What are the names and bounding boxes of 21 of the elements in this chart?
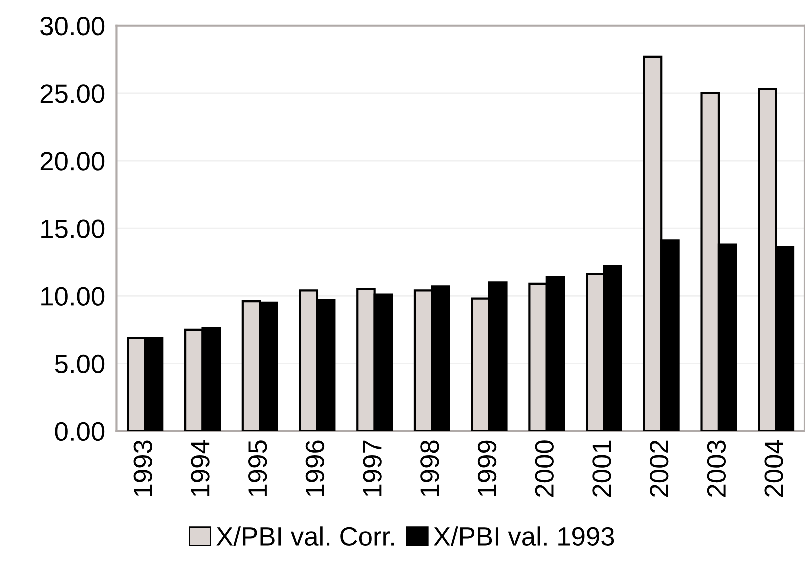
y-tick-label: 20.00 bbox=[40, 152, 105, 171]
x-tick-label: 1998 bbox=[420, 440, 440, 496]
x-tick-label: 1993 bbox=[134, 440, 152, 496]
y-tick-label: 10.00 bbox=[42, 287, 105, 306]
y-tick-label: 25.00 bbox=[40, 84, 105, 104]
x-tick-label: 1996 bbox=[306, 440, 325, 496]
x-tick-label: 2001 bbox=[592, 440, 612, 497]
y-tick-label: 0.00 bbox=[55, 422, 105, 442]
x-tick-label: 1999 bbox=[478, 440, 497, 496]
x-tick-label: 1997 bbox=[363, 440, 382, 496]
y-tick-label: 15.00 bbox=[42, 220, 105, 238]
legend-label: X/PBI val. 1993 bbox=[434, 526, 614, 546]
x-tick-label: 1995 bbox=[248, 440, 268, 496]
legend-label: X/PBI val. Corr. bbox=[216, 526, 394, 546]
x-tick-label: 2004 bbox=[764, 440, 784, 497]
x-tick-label: 2003 bbox=[707, 440, 726, 497]
y-tick-label: 30.00 bbox=[40, 17, 105, 36]
y-tick-label: 5.00 bbox=[55, 354, 105, 374]
x-tick-label: 2000 bbox=[535, 440, 554, 497]
x-tick-label: 2002 bbox=[650, 440, 669, 497]
x-tick-label: 1994 bbox=[191, 440, 210, 496]
